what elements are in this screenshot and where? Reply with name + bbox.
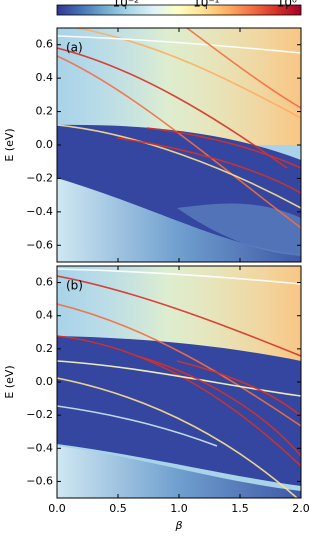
colorbar — [56, 4, 302, 16]
y-tick-label: −0.4 — [26, 205, 53, 218]
heatmap-band — [136, 355, 301, 457]
heatmap-band — [57, 55, 301, 229]
heatmap-band — [57, 405, 218, 447]
figure: E (eV) E (eV) β 10⁻² 10⁻¹ 10⁰ −0.6 −0.4 −0.2 0… — [3, 0, 310, 532]
heatmap-band — [57, 360, 301, 397]
heatmap-band — [57, 268, 301, 285]
heatmap-band — [176, 360, 301, 417]
y-tick-label: 0.0 — [36, 375, 54, 388]
y-tick-label: 0.6 — [36, 276, 54, 289]
heatmap-band — [116, 137, 301, 194]
x-tick-label: 1.0 — [170, 502, 188, 515]
heatmap-band — [186, 28, 301, 109]
y-tick-label: −0.4 — [26, 441, 53, 454]
y-tick-label: 0.4 — [36, 71, 54, 84]
y-tick-label: 0.4 — [36, 309, 54, 322]
x-tick-label: 2.0 — [292, 502, 310, 515]
x-tick-label: 1.5 — [231, 502, 249, 515]
heatmap-band — [57, 35, 301, 54]
heatmap-band — [57, 303, 301, 427]
heatmap-band — [57, 47, 288, 169]
colorbar-tick-label: 10⁻¹ — [193, 0, 220, 10]
heatmap — [57, 266, 301, 498]
x-tick-label: 0.0 — [48, 502, 66, 515]
x-tick-label: 0.5 — [109, 502, 127, 515]
y-axis-label: E (eV) — [3, 365, 16, 398]
y-tick-label: −0.6 — [26, 474, 53, 487]
y-tick-label: −0.6 — [26, 238, 53, 251]
heatmap-gap — [57, 336, 301, 486]
y-tick-label: −0.2 — [26, 408, 53, 421]
heatmap-band — [146, 127, 301, 169]
heatmap-band — [57, 275, 301, 357]
y-tick-label: 0.0 — [36, 138, 54, 151]
colorbar-tick-label: 10⁻² — [113, 0, 140, 10]
y-tick-label: 0.2 — [36, 105, 54, 118]
y-tick-label: −0.2 — [26, 171, 53, 184]
panel-label: (b) — [66, 279, 83, 293]
heatmap-band — [57, 124, 301, 209]
heatmap-low — [57, 446, 301, 498]
heatmap-band — [76, 28, 301, 119]
x-axis-label: β — [174, 519, 182, 532]
heatmap-band — [57, 335, 301, 467]
y-tick-label: 0.6 — [36, 38, 54, 51]
heatmap — [57, 28, 301, 262]
y-axis-label: E (eV) — [3, 128, 16, 161]
colorbar-tick-label: 10⁰ — [277, 0, 297, 10]
heatmap-gap — [177, 203, 301, 256]
heatmap-band — [57, 377, 298, 498]
y-tick-label: 0.2 — [36, 342, 54, 355]
panel-label: (a) — [66, 41, 83, 55]
